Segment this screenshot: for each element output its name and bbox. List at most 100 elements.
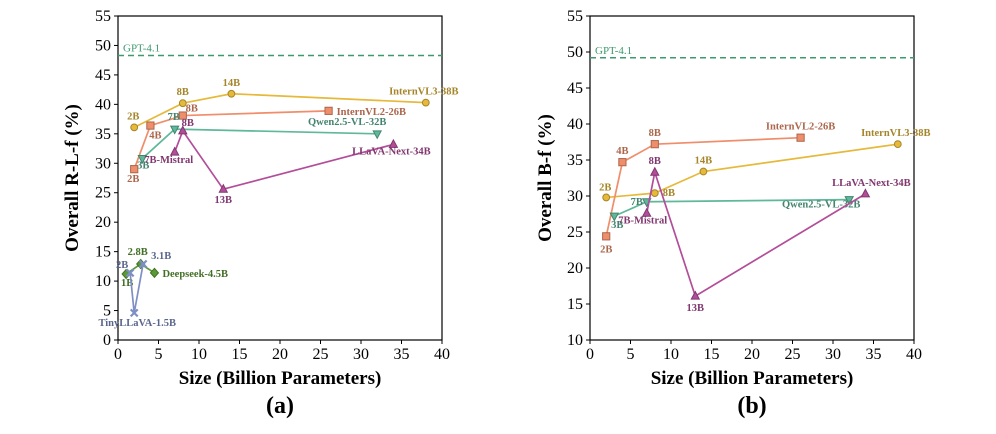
data-label: 7B-Mistral bbox=[144, 155, 193, 166]
x-tick-label: 40 bbox=[434, 346, 450, 363]
data-point bbox=[177, 125, 188, 135]
series-line bbox=[133, 92, 426, 129]
data-point bbox=[860, 188, 871, 198]
x-tick-label: 15 bbox=[704, 346, 720, 363]
x-tick-label: 5 bbox=[627, 346, 635, 363]
series-line bbox=[605, 136, 801, 237]
data-point bbox=[138, 259, 148, 269]
y-tick-label: 40 bbox=[95, 96, 111, 113]
y-tick-label: 45 bbox=[95, 67, 111, 84]
data-label: 2B bbox=[600, 244, 612, 255]
data-point bbox=[650, 140, 659, 149]
y-tick-label: 20 bbox=[95, 214, 111, 231]
series-line bbox=[173, 129, 394, 191]
x-tick-label: 20 bbox=[744, 346, 760, 363]
y-tick-label: 50 bbox=[567, 44, 583, 61]
y-tick-label: 20 bbox=[567, 260, 583, 277]
data-label: 4B bbox=[149, 131, 161, 142]
data-point bbox=[169, 146, 180, 156]
data-label: LLaVA-Next-34B bbox=[352, 146, 431, 157]
data-point bbox=[372, 130, 383, 140]
x-tick-label: 20 bbox=[272, 346, 288, 363]
x-tick-label: 0 bbox=[114, 346, 122, 363]
data-label: 2B bbox=[127, 111, 139, 122]
data-label: 8B bbox=[649, 156, 661, 167]
x-tick-label: 35 bbox=[394, 346, 410, 363]
y-tick-label: 10 bbox=[567, 332, 583, 349]
data-point bbox=[137, 155, 148, 165]
y-tick-label: 30 bbox=[95, 155, 111, 172]
y-axis-label: Overall R-L-f (%) bbox=[62, 104, 83, 252]
data-label: 1B bbox=[121, 278, 133, 289]
data-point bbox=[650, 189, 659, 198]
data-point bbox=[421, 98, 430, 107]
data-label: 3.1B bbox=[151, 251, 171, 262]
y-tick-label: 25 bbox=[567, 224, 583, 241]
data-point bbox=[130, 165, 139, 174]
data-point bbox=[641, 207, 652, 217]
panel-label: (a) bbox=[266, 393, 294, 419]
x-tick-label: 0 bbox=[586, 346, 594, 363]
x-tick-label: 30 bbox=[353, 346, 369, 363]
y-tick-label: 35 bbox=[95, 126, 111, 143]
data-point bbox=[796, 133, 805, 142]
data-label: Qwen2.5-VL-32B bbox=[308, 117, 386, 128]
series-internvl3-38b: 2B 8B 14B InternVL3-38B bbox=[599, 128, 931, 202]
data-label: 8B bbox=[186, 104, 198, 115]
data-label: 8B bbox=[649, 128, 661, 139]
data-label: 7B-Mistral bbox=[618, 215, 667, 226]
data-label: LLaVA-Next-34B bbox=[832, 178, 911, 189]
y-tick-label: 55 bbox=[95, 8, 111, 25]
data-label: 14B bbox=[695, 156, 713, 167]
y-tick-label: 55 bbox=[567, 8, 583, 25]
series-line bbox=[133, 109, 329, 170]
data-label: InternVL2-26B bbox=[337, 107, 406, 118]
data-label: 8B bbox=[177, 87, 189, 98]
data-point bbox=[602, 232, 611, 241]
data-label: 3B bbox=[611, 220, 623, 231]
x-tick-label: 35 bbox=[866, 346, 882, 363]
series-internvl3-38b: 2B 8B 14B InternVL3-38B bbox=[127, 78, 459, 132]
data-label: 14B bbox=[223, 78, 241, 89]
panel-a: 0 5 10 15 20 25 30 35 40 0 5 10 15 20 25 30 35 40 45 50 55 Si… bbox=[62, 8, 459, 419]
y-tick-label: 10 bbox=[95, 273, 111, 290]
data-label: 13B bbox=[215, 195, 233, 206]
plot-frame bbox=[117, 15, 443, 341]
series-llava-next-34b: 7B-Mistral 8B 13B LLaVA-Next-34B bbox=[144, 118, 430, 206]
data-point bbox=[227, 89, 236, 98]
series-qwen2-5-vl-32b: 3B 7B Qwen2.5-VL-32B bbox=[609, 196, 860, 231]
series-line bbox=[645, 168, 866, 298]
data-label: 13B bbox=[687, 303, 705, 314]
x-tick-label: 25 bbox=[313, 346, 329, 363]
y-tick-label: 15 bbox=[567, 296, 583, 313]
data-point bbox=[609, 212, 620, 222]
y-tick-label: 30 bbox=[567, 188, 583, 205]
x-tick-label: 40 bbox=[906, 346, 922, 363]
data-label: 8B bbox=[663, 188, 675, 199]
data-point bbox=[649, 166, 660, 176]
y-tick-label: 45 bbox=[567, 80, 583, 97]
series-internvl2-26b: 2B 4B 8B InternVL2-26B bbox=[600, 122, 835, 256]
x-tick-label: 10 bbox=[191, 346, 207, 363]
data-point bbox=[130, 123, 139, 132]
x-tick-label: 25 bbox=[785, 346, 801, 363]
x-tick-label: 30 bbox=[825, 346, 841, 363]
series-qwen2-5-vl-32b: 3B 7B Qwen2.5-VL-32B bbox=[137, 112, 386, 171]
y-axis-label: Overall B-f (%) bbox=[535, 114, 556, 242]
series-tinyllava-1-5b: 2B TinyLLaVA-1.5B 3.1B bbox=[98, 251, 176, 329]
data-point bbox=[602, 193, 611, 202]
y-tick-label: 35 bbox=[567, 152, 583, 169]
y-tick-label: 40 bbox=[567, 116, 583, 133]
data-label: 7B bbox=[168, 112, 180, 123]
reference-label: GPT-4.1 bbox=[595, 45, 632, 57]
y-tick-label: 0 bbox=[103, 332, 111, 349]
data-label: 2.8B bbox=[128, 247, 148, 258]
data-label: InternVL3-38B bbox=[861, 128, 930, 139]
x-axis-label: Size (Billion Parameters) bbox=[179, 368, 382, 389]
data-label: InternVL3-38B bbox=[389, 87, 458, 98]
data-point bbox=[146, 121, 155, 130]
x-axis-label: Size (Billion Parameters) bbox=[651, 368, 854, 389]
data-label: 2B bbox=[599, 182, 611, 193]
data-point bbox=[893, 140, 902, 149]
